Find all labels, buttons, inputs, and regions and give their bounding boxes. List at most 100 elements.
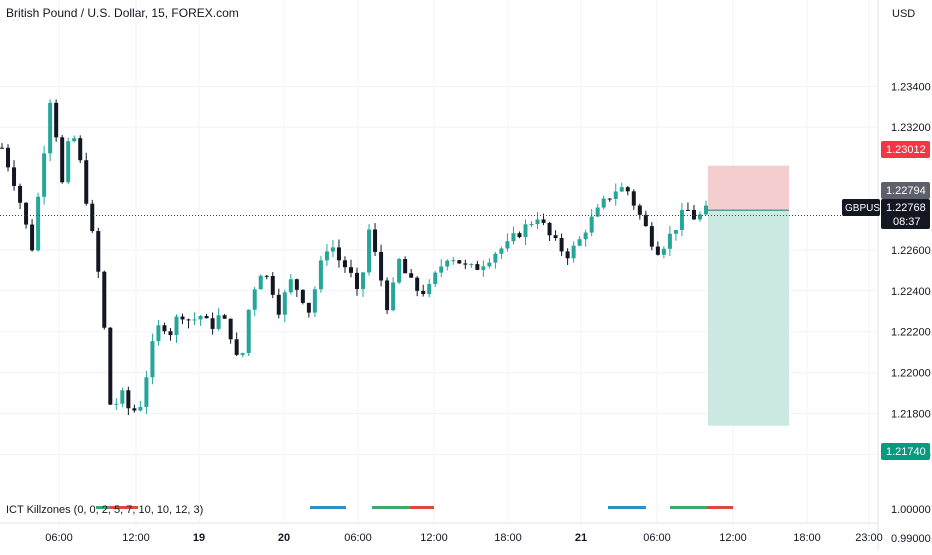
- candle-body: [174, 316, 179, 336]
- time-tick-label: 12:00: [719, 532, 747, 544]
- time-tick-label: 06:00: [643, 532, 671, 544]
- candle-body: [36, 196, 41, 251]
- killzone-bar: [670, 506, 707, 509]
- candle-body: [270, 276, 275, 295]
- price-tick-label: 1.22200: [891, 327, 931, 339]
- take-profit-tag: 1.21740: [881, 443, 930, 460]
- candle-body: [565, 251, 570, 259]
- candle-body: [409, 273, 414, 278]
- bar-countdown: 08:37: [893, 216, 921, 228]
- currency-label: USD: [892, 8, 915, 20]
- price-tick-label: 1.23200: [891, 122, 931, 134]
- candle-body: [493, 253, 498, 263]
- indicator-title: ICT Killzones (0, 0, 2, 5, 7, 10, 10, 12…: [6, 504, 203, 516]
- candle-body: [252, 289, 257, 310]
- candle-body: [643, 214, 648, 227]
- candle-body: [168, 331, 173, 336]
- candle-body: [318, 260, 323, 290]
- price-tick-label: 1.22400: [891, 286, 931, 298]
- time-tick-labels: 06:00 12:00 19 20 06:00 12:00 18:00 21 06:00 12:0…: [45, 532, 883, 544]
- candle-body: [583, 232, 588, 240]
- current-price-tag: 1.22768 08:37: [881, 199, 930, 229]
- candle-body: [427, 284, 432, 295]
- killzone-bar: [110, 506, 120, 509]
- candle-body: [324, 251, 329, 261]
- candle-body: [84, 160, 89, 204]
- candle-body: [607, 198, 612, 200]
- killzone-bar: [707, 506, 733, 509]
- candle-body: [445, 260, 450, 267]
- candle-body: [150, 341, 155, 378]
- candle-body: [108, 327, 113, 405]
- killzone-bar: [120, 506, 138, 509]
- killzone-bar: [410, 506, 434, 509]
- candle-body: [306, 302, 311, 313]
- candle-body: [487, 262, 492, 267]
- candle-body: [571, 245, 576, 259]
- candle-body: [403, 259, 408, 274]
- candle-body: [282, 292, 287, 315]
- candle-body: [355, 272, 360, 289]
- candle-body: [367, 229, 372, 273]
- stop-loss-value: 1.23012: [886, 144, 926, 156]
- candle-body: [589, 216, 594, 233]
- time-tick-label: 20: [278, 532, 290, 544]
- candle-body: [342, 260, 347, 268]
- symbol-label: GBPUSD: [845, 203, 887, 214]
- stop-loss-tag: 1.23012: [881, 141, 930, 158]
- candle-body: [704, 205, 708, 215]
- killzone-bar: [96, 506, 110, 509]
- candle-body: [30, 224, 35, 251]
- candle-body: [288, 279, 293, 293]
- candle-body: [234, 339, 239, 355]
- price-tick-labels: 1.23400 1.23200 1.22600 1.22400 1.22200 1.220…: [891, 81, 931, 461]
- candle-body: [48, 102, 53, 154]
- candle-body: [457, 260, 462, 264]
- candle-body: [294, 279, 299, 290]
- candle-body: [114, 403, 119, 405]
- candle-body: [102, 271, 107, 328]
- candle-body: [421, 290, 426, 295]
- candle-body: [379, 251, 384, 281]
- killzone-bar: [372, 506, 410, 509]
- position-layer[interactable]: [708, 165, 789, 426]
- time-tick-label: 06:00: [344, 532, 372, 544]
- candle-body: [222, 315, 227, 319]
- candle-body: [613, 191, 618, 199]
- candle-body: [126, 390, 131, 409]
- candle-body: [523, 224, 528, 238]
- candle-body: [78, 138, 83, 161]
- time-tick-label: 19: [193, 532, 205, 544]
- candle-body: [577, 239, 582, 246]
- candle-body: [96, 231, 101, 272]
- candle-body: [385, 280, 390, 311]
- candle-body: [330, 247, 335, 252]
- candle-body: [541, 219, 546, 223]
- candle-body: [499, 248, 504, 254]
- price-tick-label: 1.21800: [891, 408, 931, 420]
- candle-body: [6, 147, 11, 168]
- candle-body: [336, 247, 341, 261]
- candle-body: [186, 319, 191, 321]
- take-profit-zone: [708, 210, 789, 426]
- candle-body: [144, 377, 149, 407]
- candle-body: [679, 209, 684, 231]
- candle-body: [373, 229, 378, 252]
- candle-body: [619, 187, 624, 192]
- candle-body: [517, 233, 522, 238]
- candle-body: [66, 141, 71, 183]
- time-tick-label: 21: [575, 532, 587, 544]
- candle-body: [54, 102, 59, 138]
- candle-body: [210, 318, 215, 329]
- price-tick-label: 1.22000: [891, 368, 931, 380]
- candle-body: [655, 246, 660, 255]
- price-tick-label: 1.23400: [891, 81, 931, 93]
- candle-body: [469, 264, 474, 266]
- chart-title: British Pound / U.S. Dollar, 15, FOREX.c…: [6, 6, 239, 20]
- candle-body: [481, 266, 486, 270]
- indicator-axis-label: 1.00000: [891, 504, 931, 516]
- killzone-bar: [310, 506, 346, 509]
